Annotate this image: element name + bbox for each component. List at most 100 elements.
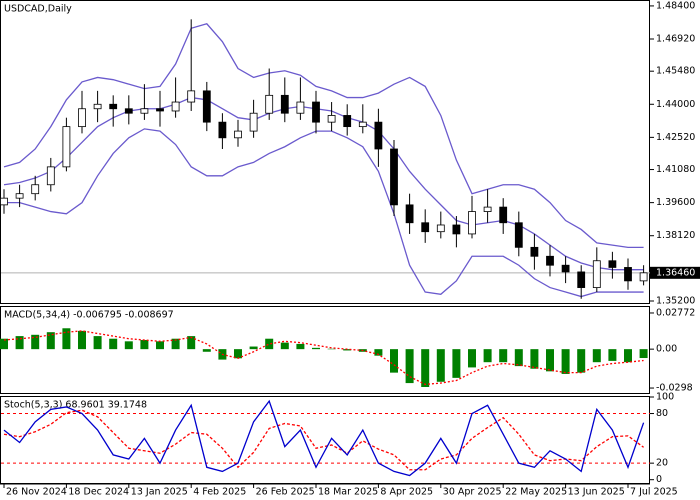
x-tick-label: 7 Jul 2025: [630, 487, 678, 498]
candle-body: [46, 166, 55, 186]
candle-body: [608, 260, 617, 268]
macd-bar: [343, 349, 352, 351]
x-tick-label: 26 Feb 2025: [256, 487, 315, 498]
candle-body: [358, 121, 367, 128]
y-tick-label: 1.35200: [656, 295, 695, 306]
macd-bar: [124, 341, 133, 350]
candle-body: [280, 94, 289, 114]
macd-bar: [390, 349, 398, 373]
y-tick-label: 1.45480: [656, 66, 695, 77]
bollinger-upper: [3, 23, 644, 248]
macd-bar: [624, 349, 632, 363]
y-tick-label: -0.0298: [656, 383, 693, 394]
macd-bar: [93, 336, 102, 350]
candle-body: [187, 90, 196, 103]
candle-body: [62, 126, 71, 168]
candle-body: [374, 121, 383, 150]
candle-body: [468, 211, 476, 235]
y-tick-label: 1.44000: [656, 99, 695, 110]
macd-bar: [312, 347, 320, 350]
x-tick-label: 4 Feb 2025: [193, 487, 246, 498]
y-tick-label: 0.00: [656, 344, 677, 355]
macd-bar: [592, 349, 601, 363]
macd-bar: [514, 349, 523, 367]
macd-bar: [280, 342, 289, 350]
y-tick-label: 20: [656, 458, 668, 469]
x-tick-label: 8 Apr 2025: [380, 487, 433, 498]
candle-body: [499, 206, 508, 224]
bollinger-middle: [3, 96, 644, 271]
stoch-main: [3, 399, 645, 477]
candle-body: [343, 115, 352, 128]
price-panel: [0, 0, 650, 304]
candle-body: [421, 222, 430, 233]
candle-body: [296, 101, 305, 114]
x-tick-label: 18 Dec 2024: [68, 487, 129, 498]
candle-body: [483, 206, 492, 212]
macd-bar: [78, 330, 86, 350]
stoch-signal: [3, 409, 644, 471]
candle-body: [530, 246, 539, 257]
candle-body: [140, 108, 149, 114]
macd-bar: [187, 336, 196, 350]
y-tick-label: 1.48400: [656, 0, 695, 11]
chart-title: USDCAD,Daily: [4, 4, 72, 15]
macd-bar: [561, 349, 570, 374]
macd-bar: [499, 349, 508, 363]
macd-bar: [0, 338, 8, 350]
macd-bar: [546, 349, 554, 372]
macd-bar: [483, 349, 492, 363]
macd-bar: [405, 349, 414, 384]
macd-bar: [639, 349, 648, 359]
candle-body: [0, 197, 8, 206]
candle-body: [639, 272, 648, 282]
bollinger-lower: [4, 128, 644, 298]
candle-body: [624, 267, 632, 282]
macd-bar: [452, 349, 461, 378]
macd-bar: [436, 349, 445, 382]
y-tick-label: 1.42520: [656, 132, 695, 143]
macd-bar: [530, 349, 539, 369]
candle-body: [171, 101, 180, 112]
x-tick-label: 13 Jan 2025: [131, 487, 188, 498]
candle-body: [249, 112, 258, 132]
macd-bar: [31, 334, 40, 350]
stoch-title: Stoch(5,3,3) 68.9601 39.1748: [4, 400, 147, 411]
x-tick-label: 18 Mar 2025: [318, 487, 378, 498]
candle-body: [327, 115, 336, 123]
candle-body: [514, 222, 523, 248]
candle-body: [577, 271, 586, 288]
candle-body: [234, 130, 242, 139]
candle-body: [109, 103, 118, 110]
candle-body: [592, 260, 601, 288]
macd-bar: [577, 349, 586, 373]
macd-signal: [3, 330, 644, 386]
macd-bar: [421, 349, 430, 387]
macd-panel: [0, 306, 650, 394]
candle-body: [156, 108, 164, 112]
candle-body: [436, 224, 445, 233]
macd-bar: [156, 341, 164, 350]
macd-bar: [46, 332, 55, 350]
macd-bar: [202, 349, 211, 352]
y-tick-label: 1.39600: [656, 197, 695, 208]
candle-body: [561, 264, 570, 273]
candle-body: [546, 255, 554, 266]
candle-body: [15, 193, 24, 199]
candle-body: [31, 184, 40, 195]
x-tick-label: 22 May 2025: [505, 487, 567, 498]
y-tick-label: 100: [656, 392, 674, 403]
candle-body: [202, 90, 211, 123]
y-tick-label: 0.02772: [656, 307, 695, 318]
y-tick-label: 80: [656, 408, 668, 419]
macd-bar: [234, 349, 242, 359]
candle-body: [93, 103, 102, 110]
candle-body: [124, 108, 133, 114]
last-price-label: 1.36460: [656, 267, 695, 278]
last-price-box: [650, 266, 700, 279]
macd-bar: [109, 338, 118, 350]
y-tick-label: 0: [656, 474, 662, 485]
x-tick-label: 30 Apr 2025: [443, 487, 502, 498]
y-tick-label: 1.38120: [656, 230, 695, 241]
x-tick-label: 13 Jun 2025: [568, 487, 625, 498]
